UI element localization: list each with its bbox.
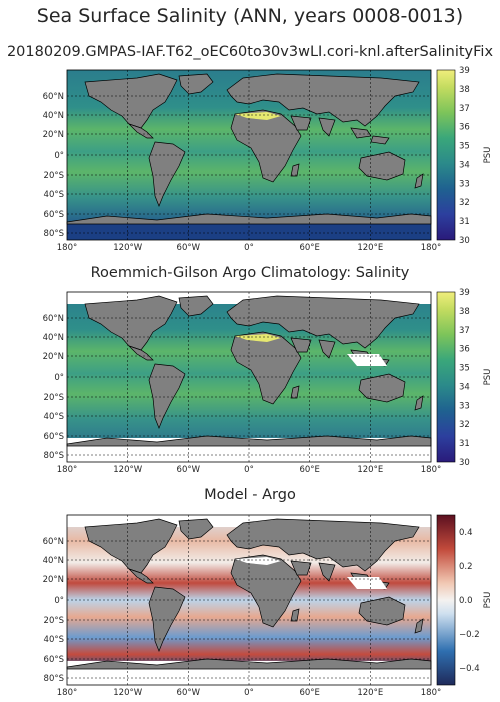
- colorbar-tick-label: 36: [459, 345, 470, 355]
- colorbar-tick-label: 30: [459, 236, 470, 246]
- colorbar-label: PSU: [483, 592, 493, 609]
- lon-tick-label: 0°: [244, 465, 254, 475]
- figure-subtitle: 20180209.GMPAS-IAF.T62_oEC60to30v3wLI.co…: [6, 44, 494, 60]
- colorbar-label: PSU: [483, 369, 493, 386]
- panel-title-observations: Roemmich-Gilson Argo Climatology: Salini…: [90, 265, 410, 281]
- colorbar-tick-label: 38: [459, 85, 470, 95]
- colorbar-observations: [436, 291, 456, 463]
- lon-tick-label: 60°W: [177, 465, 201, 475]
- colorbar-tick-label: 31: [459, 439, 470, 449]
- lat-tick-label: 20°N: [43, 130, 64, 140]
- colorbar-tick-label: 30: [459, 458, 470, 468]
- lat-tick-label: 60°N: [43, 537, 64, 547]
- colorbar-tick-label: 0.4: [459, 528, 473, 538]
- lon-tick-label: 60°E: [299, 688, 319, 698]
- colorbar-tick-label: 33: [459, 401, 470, 411]
- colorbar-tick-label: 32: [459, 198, 470, 208]
- colorbar-tick-label: 34: [459, 160, 470, 170]
- lat-tick-label: 40°S: [44, 412, 64, 422]
- lon-tick-label: 60°W: [177, 243, 201, 253]
- lon-tick-label: 180°: [421, 465, 441, 475]
- colorbar-tick-label: 39: [459, 66, 470, 76]
- lon-tick-label: 0°: [244, 688, 254, 698]
- map-panel-difference: [66, 514, 432, 686]
- gridlines: [67, 70, 431, 240]
- lat-tick-label: 60°N: [43, 92, 64, 102]
- colorbar-tick-label: 37: [459, 104, 470, 114]
- axis-ticks: 60°N 40°N 20°N 0° 20°S 40°S 60°S 80°S 180° 120°W 6…: [43, 66, 493, 698]
- lon-tick-label: 120°W: [113, 688, 142, 698]
- colorbar-tick-label: 34: [459, 382, 470, 392]
- colorbar-tick-label: 36: [459, 123, 470, 133]
- colorbar-tick-label: 32: [459, 420, 470, 430]
- colorbar-tick-label: −0.2: [459, 630, 480, 640]
- colorbar-tick-label: 0.2: [459, 562, 473, 572]
- colorbar-tick-label: 35: [459, 364, 470, 374]
- colorbar-tick-label: 31: [459, 217, 470, 227]
- colorbar-tick-label: 39: [459, 288, 470, 298]
- colorbar-label: PSU: [483, 147, 493, 164]
- lat-tick-label: 20°S: [44, 171, 64, 181]
- colorbar-tick-label: 0.0: [459, 596, 473, 606]
- lat-tick-label: 0°: [54, 596, 64, 606]
- lon-tick-label: 60°E: [299, 243, 319, 253]
- colorbar-tick-label: 35: [459, 142, 470, 152]
- mediterranean: [235, 112, 281, 120]
- colorbar-tick-label: −0.4: [459, 664, 480, 674]
- lat-tick-label: 20°N: [43, 575, 64, 585]
- lon-tick-label: 120°E: [357, 688, 383, 698]
- lat-tick-label: 40°N: [43, 333, 64, 343]
- lat-tick-label: 40°S: [44, 190, 64, 200]
- colorbar-model: [436, 69, 456, 241]
- lon-tick-label: 120°W: [113, 465, 142, 475]
- lat-tick-label: 80°S: [44, 229, 64, 239]
- lat-tick-label: 60°N: [43, 314, 64, 324]
- gridlines: [67, 292, 431, 462]
- lon-tick-label: 0°: [244, 243, 254, 253]
- lon-tick-label: 120°W: [113, 243, 142, 253]
- lat-tick-label: 20°S: [44, 616, 64, 626]
- lat-tick-label: 60°S: [44, 432, 64, 442]
- panel-title-difference: Model - Argo: [204, 487, 296, 503]
- lat-tick-label: 60°S: [44, 210, 64, 220]
- gridlines: [67, 515, 431, 685]
- lon-tick-label: 120°E: [357, 243, 383, 253]
- lat-tick-label: 40°N: [43, 556, 64, 566]
- lon-tick-label: 60°E: [299, 465, 319, 475]
- map-panel-model: [66, 69, 432, 241]
- colorbar-tick-label: 33: [459, 179, 470, 189]
- figure-title: Sea Surface Salinity (ANN, years 0008-00…: [36, 5, 464, 27]
- lat-tick-label: 60°S: [44, 655, 64, 665]
- map-panel-observations: [66, 291, 432, 463]
- lat-tick-label: 20°S: [44, 393, 64, 403]
- lat-tick-label: 20°N: [43, 352, 64, 362]
- colorbar-difference: [436, 514, 456, 686]
- colorbar-tick-label: 38: [459, 307, 470, 317]
- lat-tick-label: 0°: [54, 373, 64, 383]
- lon-tick-label: 180°: [57, 465, 77, 475]
- lat-tick-label: 80°S: [44, 674, 64, 684]
- colorbar-tick-label: 37: [459, 326, 470, 336]
- lon-tick-label: 180°: [57, 243, 77, 253]
- lat-tick-label: 80°S: [44, 451, 64, 461]
- lon-tick-label: 120°E: [357, 465, 383, 475]
- lon-tick-label: 180°: [57, 688, 77, 698]
- lon-tick-label: 180°: [421, 243, 441, 253]
- lon-tick-label: 60°W: [177, 688, 201, 698]
- lat-tick-label: 0°: [54, 151, 64, 161]
- lat-tick-label: 40°S: [44, 635, 64, 645]
- lon-tick-label: 180°: [421, 688, 441, 698]
- lat-tick-label: 40°N: [43, 111, 64, 121]
